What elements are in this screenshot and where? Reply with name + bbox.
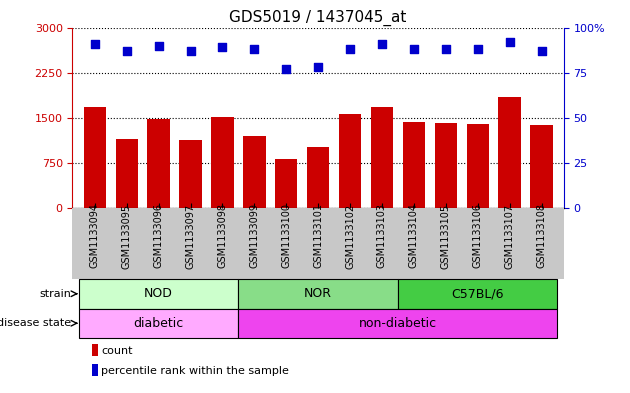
Point [217,44,227,51]
Bar [530,125,553,208]
Bar [339,114,361,208]
Text: NOD: NOD [144,287,173,300]
Bar [307,147,329,208]
Bar [238,309,558,338]
Point [409,46,419,52]
Text: disease state: disease state [0,318,71,328]
Text: count: count [101,346,132,356]
Point [122,48,132,54]
Point [505,39,515,45]
Point [281,66,291,72]
Bar [498,97,521,208]
Bar [371,107,393,208]
Title: GDS5019 / 1437045_at: GDS5019 / 1437045_at [229,10,407,26]
Point [537,48,547,54]
Point [472,46,483,52]
Point [89,40,100,47]
Point [345,46,355,52]
Bar [275,159,297,208]
Bar [403,122,425,208]
Text: percentile rank within the sample: percentile rank within the sample [101,365,289,376]
Text: non-diabetic: non-diabetic [359,317,437,330]
Bar [238,279,398,309]
Point [154,42,164,49]
Text: diabetic: diabetic [134,317,184,330]
Point [377,40,387,47]
Bar [84,107,106,208]
Bar [243,136,265,208]
Bar [180,140,202,208]
Bar [92,364,98,376]
Point [249,46,260,52]
Bar [79,279,238,309]
Bar [435,123,457,208]
Point [185,48,195,54]
Bar [467,124,489,208]
Bar [92,344,98,356]
Text: C57BL/6: C57BL/6 [452,287,504,300]
Bar [211,117,234,208]
Bar [398,279,558,309]
Bar [147,119,169,208]
Text: strain: strain [40,289,71,299]
Bar [115,139,138,208]
Text: NOR: NOR [304,287,332,300]
Bar [79,309,238,338]
Point [313,64,323,70]
Point [441,46,451,52]
